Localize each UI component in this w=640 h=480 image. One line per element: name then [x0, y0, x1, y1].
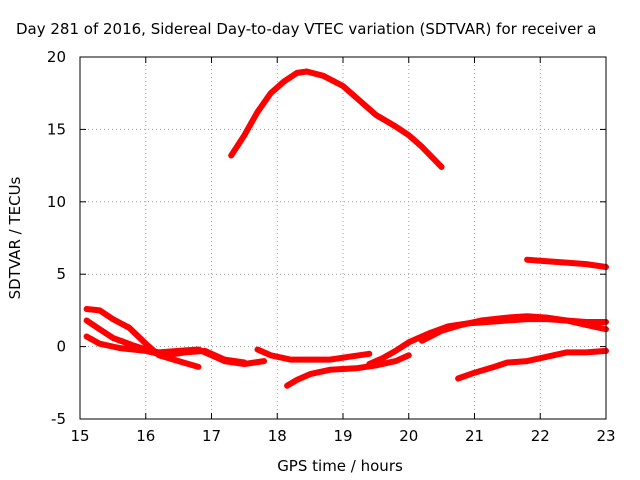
y-tick-label: -5 [51, 410, 66, 428]
series-line-arc-2 [83, 306, 202, 370]
y-axis-label: SDTVAR / TECUs [6, 176, 24, 299]
chart-title: Day 281 of 2016, Sidereal Day-to-day VTE… [16, 20, 597, 38]
y-tick-label: 5 [56, 265, 66, 283]
series-line-arc-4 [83, 333, 248, 366]
x-tick-label: 17 [202, 427, 221, 445]
series-line-arc-9 [455, 347, 609, 382]
y-tick-label: 15 [47, 120, 66, 138]
x-tick-label: 20 [399, 427, 418, 445]
grid-layer [80, 57, 606, 419]
series-line-arc-8 [418, 313, 609, 344]
x-tick-label: 21 [465, 427, 484, 445]
x-tick-label: 15 [70, 427, 89, 445]
series-layer [83, 68, 609, 389]
series-line-arc-6 [284, 352, 412, 389]
x-tick-label: 18 [268, 427, 287, 445]
series-line-arc-5 [254, 346, 373, 363]
y-tick-label: 10 [47, 193, 66, 211]
x-tick-label: 16 [136, 427, 155, 445]
x-tick-label: 22 [531, 427, 550, 445]
series-line-arc-1 [228, 68, 445, 170]
x-axis-label: GPS time / hours [277, 457, 403, 475]
y-tick-label: 0 [56, 338, 66, 356]
series-line-arc-10 [524, 256, 609, 270]
y-tick-label: 20 [47, 48, 66, 66]
tick-layer: 15 16 17 18 19 20 21 22 23 -5 0 5 10 15 20 [47, 48, 616, 445]
x-tick-label: 23 [596, 427, 615, 445]
x-tick-label: 19 [333, 427, 352, 445]
